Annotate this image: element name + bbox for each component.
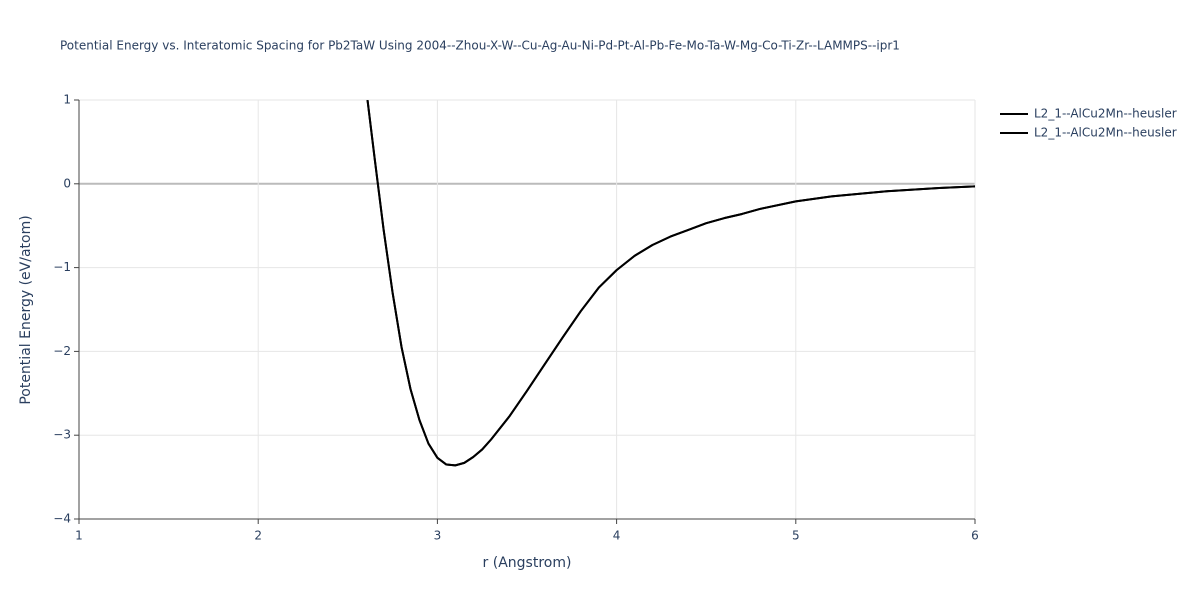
y-tick-label: 1 <box>63 93 71 107</box>
series-line <box>366 100 975 467</box>
y-tick-label: 0 <box>63 176 71 190</box>
legend-label: L2_1--AlCu2Mn--heusler <box>1034 126 1177 140</box>
x-tick-label: 6 <box>971 529 979 543</box>
x-tick-label: 1 <box>75 529 83 543</box>
x-tick-label: 5 <box>792 529 800 543</box>
y-axis-title: Potential Energy (eV/atom) <box>18 215 34 404</box>
chart-title: Potential Energy vs. Interatomic Spacing… <box>60 39 900 53</box>
axes: −4 −3 −2 −1 0 1 1 2 3 4 5 6 <box>53 93 979 543</box>
x-axis-title: r (Angstrom) <box>483 555 572 571</box>
plot-area <box>366 100 975 467</box>
x-tick-label: 4 <box>613 529 621 543</box>
y-tick-label: −3 <box>53 428 71 442</box>
legend-label: L2_1--AlCu2Mn--heusler <box>1034 107 1177 121</box>
y-tick-label: −1 <box>53 260 71 274</box>
x-tick-label: 3 <box>434 529 442 543</box>
x-tick-label: 2 <box>254 529 262 543</box>
y-tick-label: −4 <box>53 512 71 526</box>
grid <box>78 99 976 520</box>
y-tick-label: −2 <box>53 344 71 358</box>
